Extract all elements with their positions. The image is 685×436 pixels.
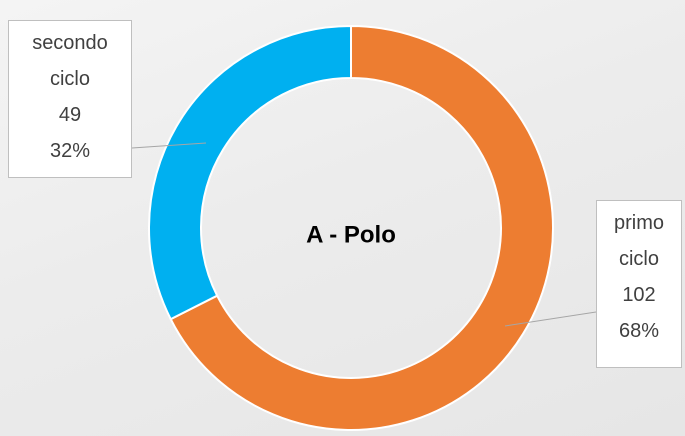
donut-slice [148, 24, 352, 321]
data-label: secondo ciclo 49 32% [8, 20, 132, 178]
label-value: 102 [622, 284, 656, 306]
data-label: primo ciclo 102 68% [596, 200, 682, 368]
label-percent: 32% [49, 140, 91, 162]
label-category: primo ciclo [613, 212, 664, 270]
leader-line [131, 142, 207, 149]
label-value: 49 [58, 104, 82, 126]
label-percent: 68% [618, 320, 660, 342]
leader-line [504, 311, 597, 327]
label-category: secondo ciclo [32, 32, 108, 90]
center-label: A - Polo [306, 221, 396, 248]
donut-slice [169, 24, 554, 431]
